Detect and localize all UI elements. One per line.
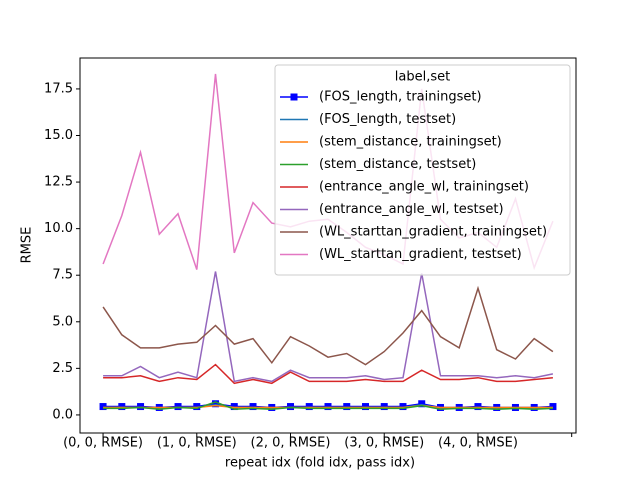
data-point <box>193 403 201 411</box>
y-tick-label: 0.0 <box>52 407 73 422</box>
data-point <box>249 403 257 411</box>
y-tick-label: 17.5 <box>44 81 73 96</box>
data-point <box>305 403 313 411</box>
data-point <box>118 403 126 411</box>
data-point <box>343 403 351 411</box>
legend-label: (entrance_angle_wl, testset) <box>319 202 504 217</box>
legend-label: (FOS_length, trainingset) <box>319 90 482 105</box>
y-tick-label: 12.5 <box>44 175 73 190</box>
series-line <box>103 271 554 383</box>
legend: label,set (FOS_length, trainingset) (FOS_l… <box>274 64 571 276</box>
x-tick-label: (0, 0, RMSE) <box>63 436 143 451</box>
legend-label: (FOS_length, testset) <box>319 112 456 127</box>
y-tick-label: 2.5 <box>52 361 73 376</box>
x-tick-label: (2, 0, RMSE) <box>251 436 331 451</box>
data-point <box>99 403 107 411</box>
x-tick-label: (4, 0, RMSE) <box>438 436 518 451</box>
data-point <box>287 403 295 411</box>
legend-label: (stem_distance, trainingset) <box>319 135 502 150</box>
plot-frame <box>79 57 577 434</box>
y-tick-label: 10.0 <box>44 221 73 236</box>
y-tick-label: 15.0 <box>44 128 73 143</box>
data-point <box>380 403 388 411</box>
data-point <box>474 403 482 411</box>
legend-label: (WL_starttan_gradient, testset) <box>319 247 522 262</box>
legend-label: (WL_starttan_gradient, trainingset) <box>319 225 547 240</box>
legend-box <box>274 64 571 276</box>
data-point <box>361 403 369 411</box>
data-point <box>399 403 407 411</box>
x-tick-label: (3, 0, RMSE) <box>344 436 424 451</box>
data-point <box>137 403 145 411</box>
data-point <box>324 403 332 411</box>
x-tick-label: (1, 0, RMSE) <box>157 436 237 451</box>
legend-label: (stem_distance, testset) <box>319 157 476 172</box>
data-point <box>549 403 557 411</box>
data-point <box>418 400 426 408</box>
data-point <box>230 403 238 411</box>
series-line <box>103 363 553 385</box>
y-axis-label: RMSE <box>20 227 35 264</box>
legend-marker <box>290 93 298 101</box>
y-tick-label: 5.0 <box>52 314 73 329</box>
data-point <box>212 400 220 408</box>
x-axis-label: repeat idx (fold idx, pass idx) <box>225 456 415 471</box>
series-line <box>102 285 554 366</box>
series-line <box>103 401 553 411</box>
legend-label: (entrance_angle_wl, trainingset) <box>319 180 529 195</box>
data-point <box>174 403 182 411</box>
y-tick-label: 7.5 <box>52 268 73 283</box>
legend-title: label,set <box>395 70 450 85</box>
